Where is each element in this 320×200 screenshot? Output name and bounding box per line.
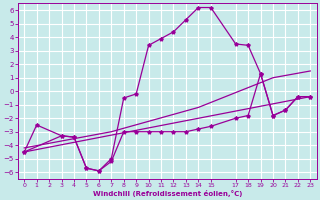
X-axis label: Windchill (Refroidissement éolien,°C): Windchill (Refroidissement éolien,°C) — [92, 190, 242, 197]
